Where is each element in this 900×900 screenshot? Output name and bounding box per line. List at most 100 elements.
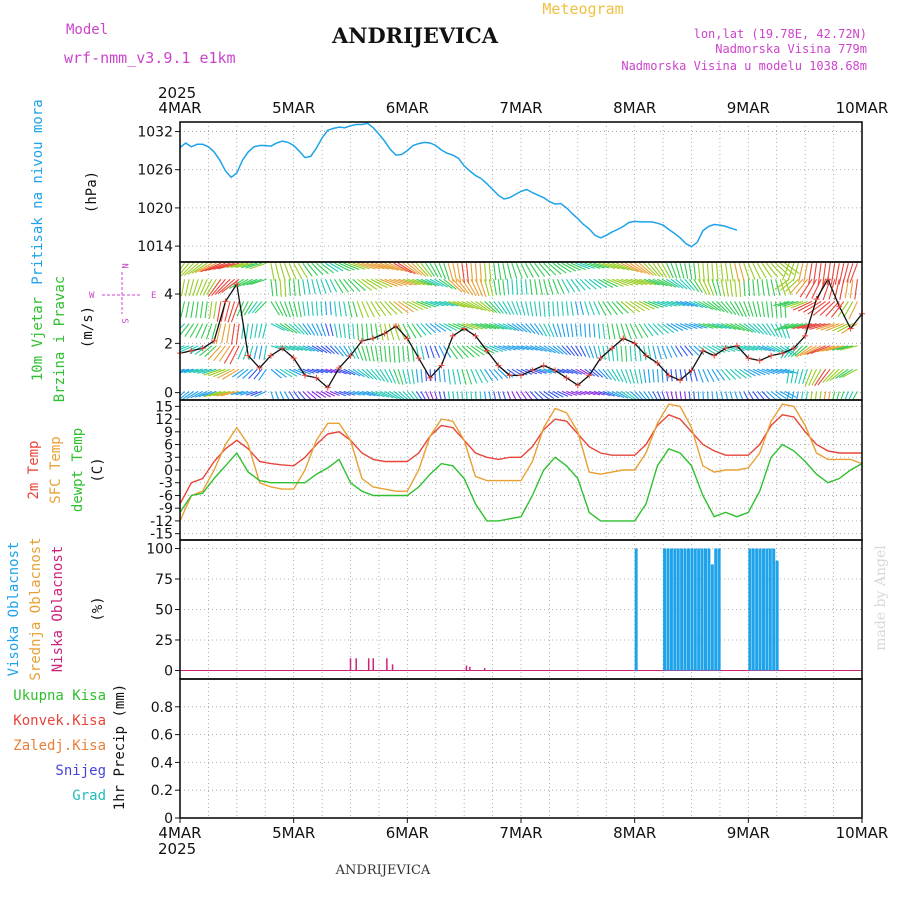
wind-arrow <box>443 278 457 290</box>
wind-arrow <box>452 263 458 283</box>
wind-arrow <box>200 323 208 339</box>
wind-arrow <box>484 279 490 297</box>
wind-arrow <box>602 390 615 397</box>
wind-arrow <box>584 278 597 290</box>
wind-arrow <box>825 301 840 317</box>
wind-arrow <box>538 345 552 353</box>
wind-arrow <box>698 300 714 310</box>
wind-arrow <box>615 323 621 340</box>
wind-arrow <box>293 345 308 352</box>
wind-arrow <box>625 390 638 400</box>
wind-gust-marker <box>540 362 547 369</box>
wind-arrow <box>311 279 316 295</box>
wind-arrow <box>561 301 564 316</box>
wind-arrow <box>384 345 387 363</box>
wind-arrow <box>284 301 291 318</box>
wind-arrow <box>615 368 624 383</box>
cloud-high-bar <box>683 548 687 671</box>
wind-arrow <box>497 301 508 315</box>
wind-arrow <box>334 368 347 375</box>
wind-arrow <box>661 300 677 307</box>
wind-arrow <box>188 279 195 297</box>
wind-arrow <box>230 390 244 396</box>
wind-arrow <box>279 391 285 400</box>
wind-arrow <box>288 368 302 376</box>
wind-arrow <box>796 323 817 329</box>
wind-arrow <box>752 345 767 352</box>
cloud-high-bar <box>690 548 694 671</box>
y-tick-label: 0 <box>164 663 173 679</box>
wind-gust-marker <box>427 374 434 381</box>
wind-arrow <box>747 323 761 334</box>
wind-arrow <box>734 368 747 379</box>
wind-arrow <box>720 323 737 330</box>
wind-arrow <box>607 262 625 270</box>
pressure-line <box>179 122 738 248</box>
wind-arrow <box>625 278 644 286</box>
wind-arrow <box>191 262 208 274</box>
wind-arrow <box>616 390 629 399</box>
wind-arrow <box>221 323 227 344</box>
wind-arrow <box>270 263 275 281</box>
wind-arrow <box>465 391 468 400</box>
wind-arrow <box>279 368 293 378</box>
cloud-high-bar <box>707 548 711 671</box>
wind-arrow <box>588 368 600 378</box>
wind-arrow <box>511 263 518 279</box>
wind-arrow <box>570 345 579 357</box>
cloud-high-bar <box>686 548 690 671</box>
temp2m-label: 2m Temp <box>26 440 42 499</box>
wind-arrow <box>461 345 475 358</box>
wind-arrow <box>565 301 569 316</box>
wind-arrow <box>629 300 645 312</box>
compass-rose-icon: W E N S <box>89 263 156 323</box>
wind-arrow <box>538 279 543 296</box>
wind-arrow <box>557 262 572 273</box>
wind-arrow <box>552 301 555 317</box>
cloud-high-bar <box>748 548 752 671</box>
wind-arrow <box>284 391 290 400</box>
dewpt-line <box>179 443 863 522</box>
wind-arrow <box>254 301 267 314</box>
cloud-high-bar <box>717 548 721 671</box>
wind-arrow <box>184 279 190 297</box>
wind-arrow <box>402 345 405 362</box>
wind-arrow <box>443 300 459 307</box>
wind-arrow <box>429 391 434 400</box>
wind-arrow <box>800 391 804 400</box>
wind-arrow <box>830 263 836 285</box>
wind-arrow <box>199 345 213 357</box>
wind-gust-marker <box>211 337 218 344</box>
wind-arrow <box>524 279 528 295</box>
altitude-info: Nadmorska Visina 779m <box>715 42 867 56</box>
wind-arrow <box>204 345 217 357</box>
wind-arrow <box>752 262 762 280</box>
wind-arrow <box>625 262 643 274</box>
wind-arrow <box>761 323 772 336</box>
wind-arrow <box>263 345 267 361</box>
y-tick-label: 0 <box>164 811 173 827</box>
wind-arrow <box>796 391 799 400</box>
wind-arrow <box>438 278 453 290</box>
wind-gust-marker <box>643 352 650 359</box>
x-tick-label-top: 10MAR <box>836 99 889 117</box>
wind-arrow <box>611 390 625 399</box>
wind-arrow <box>200 262 222 273</box>
wind-arrow <box>402 262 419 275</box>
wind-arrow <box>406 369 411 385</box>
wind-gust-marker <box>574 382 581 389</box>
wind-arrow <box>597 301 607 316</box>
wind-arrow <box>602 345 606 361</box>
wind-arrow <box>416 278 433 286</box>
wind-arrow <box>616 278 634 286</box>
wind-arrow <box>656 391 662 400</box>
wind-arrow <box>711 301 725 313</box>
wind-arrow <box>379 390 394 399</box>
wind-arrow <box>316 345 328 354</box>
wind-arrow <box>766 345 780 353</box>
wind-arrow <box>502 345 517 351</box>
wind-arrow <box>208 368 226 377</box>
wind-arrow <box>702 263 705 282</box>
wind-arrow <box>620 345 623 362</box>
wind-arrow <box>706 391 709 400</box>
